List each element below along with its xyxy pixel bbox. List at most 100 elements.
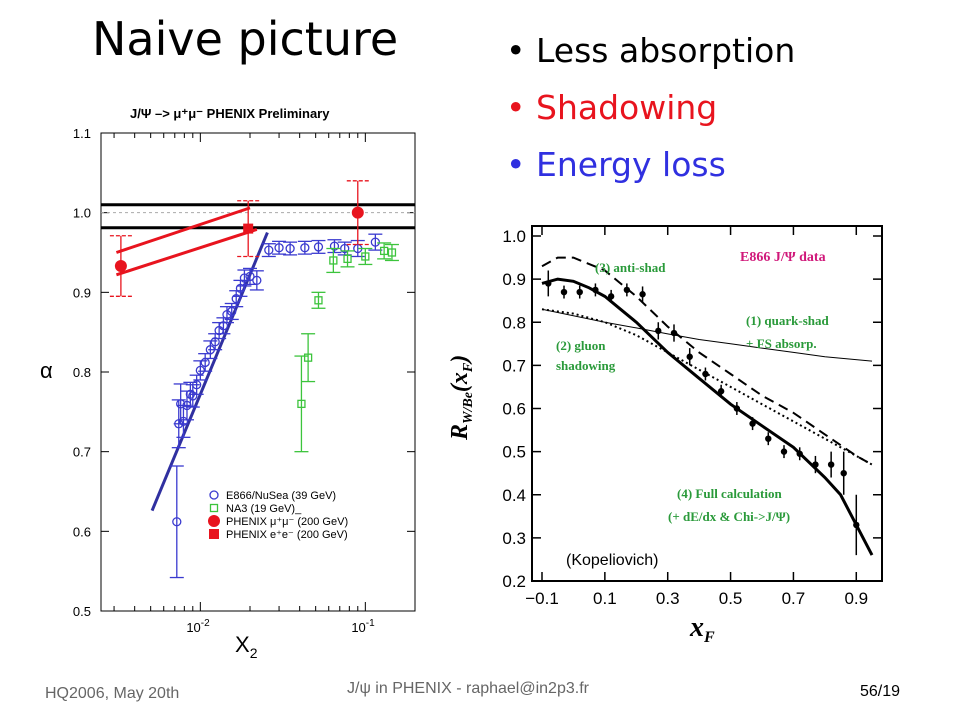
data-point xyxy=(209,529,219,539)
theory-curve xyxy=(541,308,873,362)
data-point xyxy=(209,490,219,500)
annotation-anti-shad: (3) anti-shad xyxy=(595,260,666,275)
data-point xyxy=(812,461,819,468)
bullet-list: • Less absorption • Shadowing • Energy loss xyxy=(506,22,795,193)
rwbe-vs-xf-chart: 0.2 0.3 0.4 0.5 0.6 0.7 0.8 0.9 1.0 −0.1 0.1 0.3 0.5… xyxy=(447,225,883,646)
data-point xyxy=(780,448,788,455)
data-point xyxy=(576,288,583,296)
x-axis-label-main: X xyxy=(235,632,250,657)
data-point xyxy=(340,243,350,254)
y-tick-label: 0.9 xyxy=(502,270,526,289)
chart-title: J/Ψ –> μ⁺μ⁻ PHENIX Preliminary xyxy=(130,106,330,121)
data-point xyxy=(607,293,615,300)
y-tick-label: 0.9 xyxy=(73,285,91,300)
data-point xyxy=(853,521,860,529)
data-point xyxy=(670,329,678,337)
bullet-less-absorption: • Less absorption xyxy=(506,31,796,70)
slide-title: Naive picture xyxy=(92,12,399,66)
data-point xyxy=(252,275,262,286)
data-point xyxy=(827,461,835,468)
data-point xyxy=(297,399,306,409)
y-tick-label: 0.6 xyxy=(502,400,526,419)
data-point xyxy=(840,469,847,477)
data-point xyxy=(796,450,803,457)
y-axis-label-arg: (x xyxy=(447,372,473,392)
y-tick-label: 0.2 xyxy=(502,572,526,591)
x-tick-label: 10-2 xyxy=(186,618,210,635)
data-point xyxy=(655,327,662,335)
x-tick-label: 0.1 xyxy=(593,589,617,608)
y-tick-label: 0.7 xyxy=(73,445,91,460)
data-point xyxy=(545,280,552,287)
x-axis-label: xF xyxy=(689,612,715,646)
data-point xyxy=(303,353,313,362)
data-point xyxy=(245,271,255,282)
y-tick-label: 0.3 xyxy=(502,529,526,548)
y-axis-label-sub: W/Be xyxy=(461,392,476,424)
annotation-fs-absorp: + FS absorp. xyxy=(746,336,817,351)
y-axis-label-arg-sub: F xyxy=(461,362,476,373)
legend-label: NA3 (19 GeV)_ xyxy=(226,503,302,515)
x-tick-label: 10-1 xyxy=(351,618,375,635)
data-point xyxy=(178,416,189,427)
plot-frame xyxy=(531,225,883,582)
data-point xyxy=(231,294,241,304)
annotation-quark-shad: (1) quark-shad xyxy=(746,313,829,328)
bullet-energy-loss: • Energy loss xyxy=(506,145,726,184)
footer-date: HQ2006, May 20th xyxy=(45,685,180,702)
data-point xyxy=(351,206,364,219)
x-tick-label: 0.3 xyxy=(656,589,680,608)
annotation-full-calc-detail: (+ dE/dx & Chi->J/Ψ) xyxy=(668,509,790,524)
bullet-shadowing: • Shadowing xyxy=(506,88,718,127)
annotation-e866-data: E866 J/Ψ data xyxy=(740,250,826,265)
data-point xyxy=(176,399,186,409)
data-point xyxy=(192,380,202,390)
x-tick-label: 0.9 xyxy=(844,589,868,608)
data-point xyxy=(243,223,254,234)
annotation-kopeliovich: (Kopeliovich) xyxy=(566,552,658,569)
data-point xyxy=(314,296,323,305)
y-tick-label: 1.1 xyxy=(73,126,91,141)
legend: E866/NuSea (39 GeV)NA3 (19 GeV)_PHENIX μ… xyxy=(208,490,348,541)
data-point xyxy=(702,370,709,378)
bullet-text: Energy loss xyxy=(536,145,726,184)
data-point xyxy=(387,248,397,257)
x-tick-label: 0.5 xyxy=(719,589,743,608)
y-axis-label: α xyxy=(40,358,53,383)
data-point xyxy=(329,256,338,265)
data-point xyxy=(560,288,568,296)
slide-number: 56/19 xyxy=(860,683,901,700)
x-axis-label: X2 xyxy=(235,632,258,661)
theory-curve xyxy=(541,277,874,556)
theory-curve xyxy=(541,256,873,466)
data-point xyxy=(264,245,274,255)
data-point xyxy=(285,243,295,254)
data-point xyxy=(222,309,232,320)
data-point xyxy=(717,388,725,395)
data-point xyxy=(209,503,219,513)
y-tick-label: 1.0 xyxy=(73,206,91,221)
y-tick-label: 0.6 xyxy=(73,524,91,539)
data-point xyxy=(379,246,389,256)
data-point xyxy=(114,260,127,273)
x-tick-label: 0.7 xyxy=(782,589,806,608)
data-point xyxy=(765,435,772,442)
y-tick-label: 0.8 xyxy=(73,365,91,380)
data-point xyxy=(300,243,310,253)
y-tick-label: 0.8 xyxy=(502,313,526,332)
y-axis-label-close: ) xyxy=(447,355,473,365)
data-point xyxy=(313,242,324,252)
bullet-text: Shadowing xyxy=(536,88,718,127)
y-tick-label: 0.4 xyxy=(502,486,526,505)
annotation-shadowing: shadowing xyxy=(556,358,616,373)
legend-label: E866/NuSea (39 GeV) xyxy=(226,490,336,502)
data-point xyxy=(195,365,205,376)
data-point xyxy=(208,515,220,527)
x-axis-label-main: x xyxy=(689,612,704,643)
data-point xyxy=(329,241,340,251)
x-tick-exponent: -2 xyxy=(201,618,210,629)
y-axis-label-main: R xyxy=(447,424,473,441)
footer-author: J/ψ in PHENIX - raphael@in2p3.fr xyxy=(347,680,589,697)
data-point xyxy=(370,237,380,247)
y-axis-label: RW/Be(xF) xyxy=(447,355,476,441)
